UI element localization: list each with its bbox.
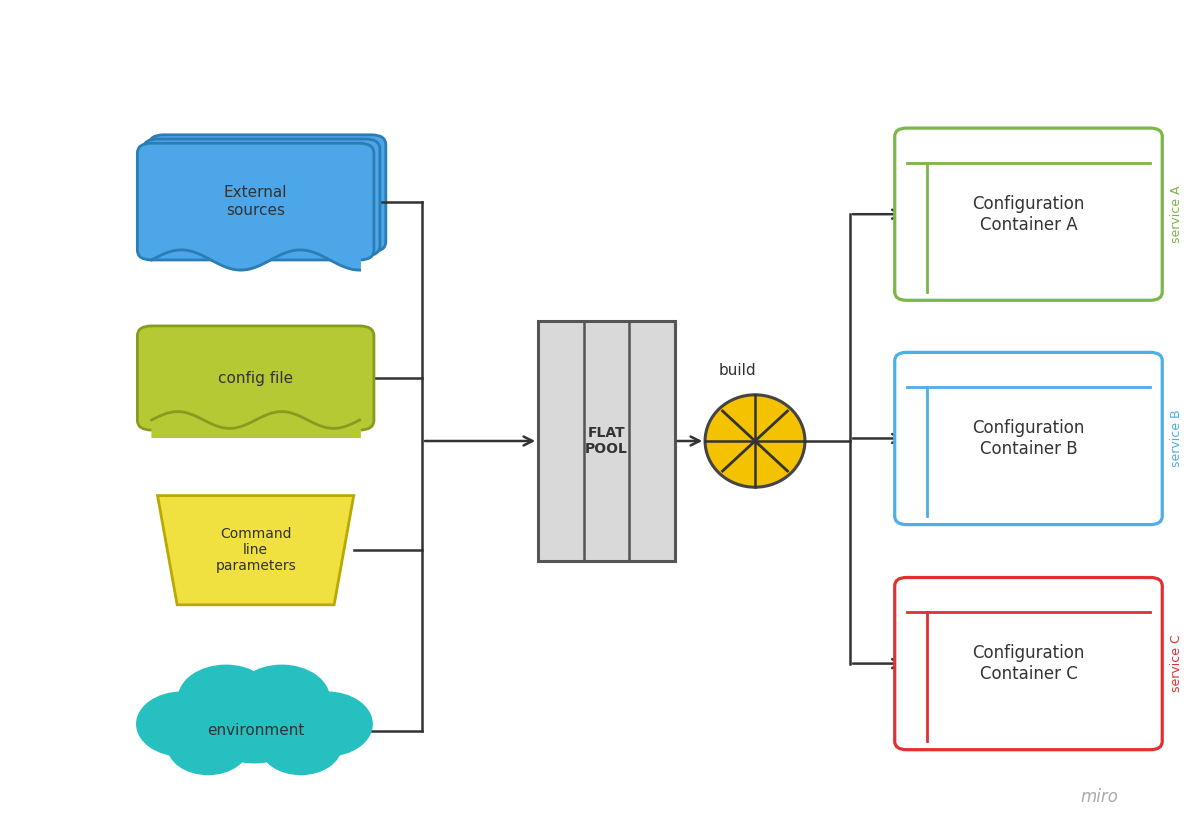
- Text: miro: miro: [1081, 789, 1119, 806]
- Polygon shape: [157, 496, 353, 605]
- Circle shape: [234, 665, 329, 732]
- Circle shape: [168, 717, 249, 774]
- FancyBboxPatch shape: [894, 129, 1162, 301]
- Text: Configuration
Container B: Configuration Container B: [973, 419, 1084, 458]
- Circle shape: [178, 665, 273, 732]
- Text: service A: service A: [1170, 186, 1183, 243]
- Text: service C: service C: [1170, 635, 1183, 692]
- Circle shape: [282, 692, 372, 756]
- FancyBboxPatch shape: [144, 139, 379, 255]
- Text: FLAT
POOL: FLAT POOL: [585, 426, 628, 456]
- Circle shape: [137, 692, 227, 756]
- FancyBboxPatch shape: [894, 578, 1162, 750]
- FancyBboxPatch shape: [150, 134, 385, 252]
- Text: service B: service B: [1170, 410, 1183, 467]
- Circle shape: [197, 682, 312, 763]
- Text: Command
line
parameters: Command line parameters: [215, 527, 296, 574]
- Text: External
sources: External sources: [224, 186, 288, 218]
- Text: config file: config file: [218, 370, 294, 386]
- FancyBboxPatch shape: [137, 326, 373, 430]
- FancyBboxPatch shape: [137, 143, 373, 260]
- FancyBboxPatch shape: [894, 353, 1162, 524]
- Ellipse shape: [705, 395, 805, 487]
- Text: build: build: [718, 363, 756, 378]
- Text: Configuration
Container C: Configuration Container C: [973, 644, 1084, 683]
- Text: Configuration
Container A: Configuration Container A: [973, 195, 1084, 234]
- Bar: [537, 322, 675, 561]
- Text: environment: environment: [207, 723, 304, 738]
- Circle shape: [260, 717, 341, 774]
